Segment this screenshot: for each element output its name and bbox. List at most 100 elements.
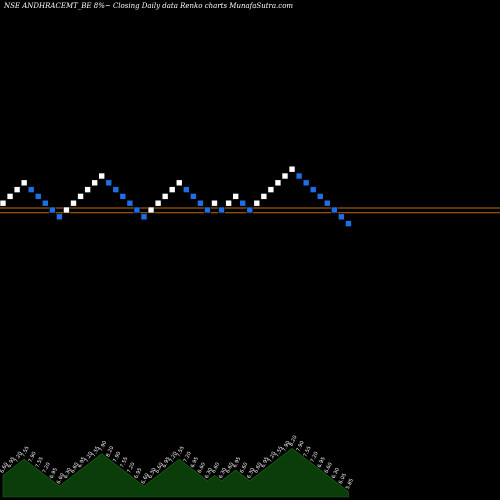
- bottom-label: 6.60: [140, 472, 150, 485]
- renko-brick-up: [147, 206, 155, 214]
- renko-brick-up: [253, 199, 261, 207]
- bottom-label: 6.60: [0, 462, 10, 475]
- renko-brick-down: [34, 193, 42, 200]
- bottom-label: 7.55: [35, 456, 45, 469]
- bottom-label: 6.95: [232, 456, 242, 469]
- bottom-label: 6.95: [190, 456, 200, 469]
- bottom-label: 6.60: [225, 462, 235, 475]
- bottom-label: 6.30: [246, 467, 256, 480]
- renko-bricks: [0, 165, 352, 227]
- bottom-label: 7.55: [274, 445, 284, 458]
- renko-brick-down: [239, 199, 246, 207]
- renko-brick-up: [20, 179, 28, 187]
- bottom-label: 6.30: [63, 467, 73, 480]
- bottom-label: 7.20: [310, 451, 320, 464]
- bottom-label: 6.95: [77, 456, 87, 469]
- renko-brick-up: [225, 199, 232, 207]
- renko-brick-up: [98, 172, 105, 180]
- renko-brick-up: [6, 193, 14, 200]
- renko-brick-up: [232, 193, 239, 200]
- bottom-labels: 6.606.957.207.557.907.557.206.956.606.30…: [0, 435, 355, 491]
- renko-brick-down: [345, 220, 352, 227]
- bottom-label: 7.20: [42, 462, 52, 475]
- renko-brick-down: [41, 199, 49, 207]
- bottom-label: 7.20: [126, 462, 136, 475]
- renko-brick-down: [218, 206, 225, 214]
- bottom-label: 7.55: [176, 445, 186, 458]
- renko-brick-down: [197, 199, 204, 207]
- renko-brick-down: [295, 172, 303, 180]
- renko-brick-up: [274, 179, 282, 187]
- renko-brick-up: [161, 193, 169, 200]
- renko-brick-down: [56, 213, 63, 221]
- bottom-label: 6.95: [49, 467, 59, 480]
- renko-brick-down: [133, 206, 141, 214]
- renko-brick-up: [288, 165, 296, 173]
- renko-brick-down: [190, 193, 197, 200]
- bottom-label: 7.55: [303, 445, 313, 458]
- renko-brick-up: [281, 172, 289, 180]
- renko-brick-down: [338, 213, 345, 221]
- renko-brick-down: [105, 179, 113, 187]
- renko-brick-down: [140, 213, 148, 221]
- bottom-area: [2, 448, 349, 498]
- renko-brick-up: [91, 179, 98, 187]
- bottom-label: 8.20: [288, 435, 298, 448]
- bottom-label: 6.60: [253, 462, 263, 475]
- bottom-label: 6.60: [154, 462, 164, 475]
- renko-brick-up: [260, 193, 268, 200]
- chart-title: NSE ANDHRACEMT_BE 8%~ Closing Daily data…: [3, 2, 293, 10]
- bottom-label: 6.30: [331, 467, 341, 480]
- renko-brick-up: [13, 186, 21, 193]
- renko-brick-down: [49, 206, 56, 214]
- bottom-area-fill: [2, 448, 349, 498]
- bottom-label: 6.60: [211, 462, 221, 475]
- bottom-label: 7.90: [98, 440, 108, 453]
- bottom-label: 6.95: [317, 456, 327, 469]
- renko-brick-down: [331, 206, 338, 214]
- renko-brick-down: [316, 193, 324, 200]
- bottom-label: 6.95: [260, 456, 270, 469]
- renko-brick-down: [183, 186, 190, 193]
- bottom-label: 8.20: [105, 445, 115, 458]
- renko-brick-down: [323, 199, 331, 207]
- bottom-label: 5.85: [345, 478, 355, 491]
- bottom-label: 6.60: [239, 462, 249, 475]
- renko-brick-down: [309, 186, 317, 193]
- bottom-label: 6.60: [197, 462, 207, 475]
- bottom-label: 7.55: [91, 445, 101, 458]
- bottom-label: 7.20: [183, 451, 193, 464]
- bottom-label: 6.60: [56, 472, 66, 485]
- bottom-label: 6.05: [338, 472, 348, 485]
- renko-brick-down: [204, 206, 211, 214]
- bottom-label: 6.95: [162, 456, 172, 469]
- renko-brick-up: [211, 199, 218, 207]
- bottom-label: 7.90: [295, 440, 305, 453]
- bottom-label: 7.20: [13, 451, 23, 464]
- bottom-label: 6.30: [218, 467, 228, 480]
- bottom-label: 6.30: [147, 467, 157, 480]
- bottom-label: 6.60: [70, 462, 80, 475]
- bottom-label: 7.20: [169, 451, 179, 464]
- renko-brick-up: [154, 199, 162, 207]
- renko-brick-down: [27, 186, 35, 193]
- renko-brick-up: [84, 186, 91, 193]
- bottom-label: 6.95: [6, 456, 16, 469]
- bottom-label: 7.55: [119, 456, 129, 469]
- bottom-label: 7.90: [28, 451, 38, 464]
- bottom-label: 7.55: [21, 445, 31, 458]
- renko-brick-down: [246, 206, 254, 214]
- bottom-label: 7.20: [84, 451, 94, 464]
- renko-brick-up: [168, 186, 176, 193]
- bottom-label: 6.95: [133, 467, 143, 480]
- renko-brick-up: [175, 179, 183, 187]
- renko-brick-down: [302, 179, 310, 187]
- renko-brick-up: [77, 193, 84, 200]
- bottom-label: 7.20: [267, 451, 277, 464]
- bottom-label: 6.60: [324, 462, 334, 475]
- bottom-label: 7.90: [281, 440, 291, 453]
- bottom-label: 7.90: [112, 451, 122, 464]
- renko-brick-down: [119, 193, 127, 200]
